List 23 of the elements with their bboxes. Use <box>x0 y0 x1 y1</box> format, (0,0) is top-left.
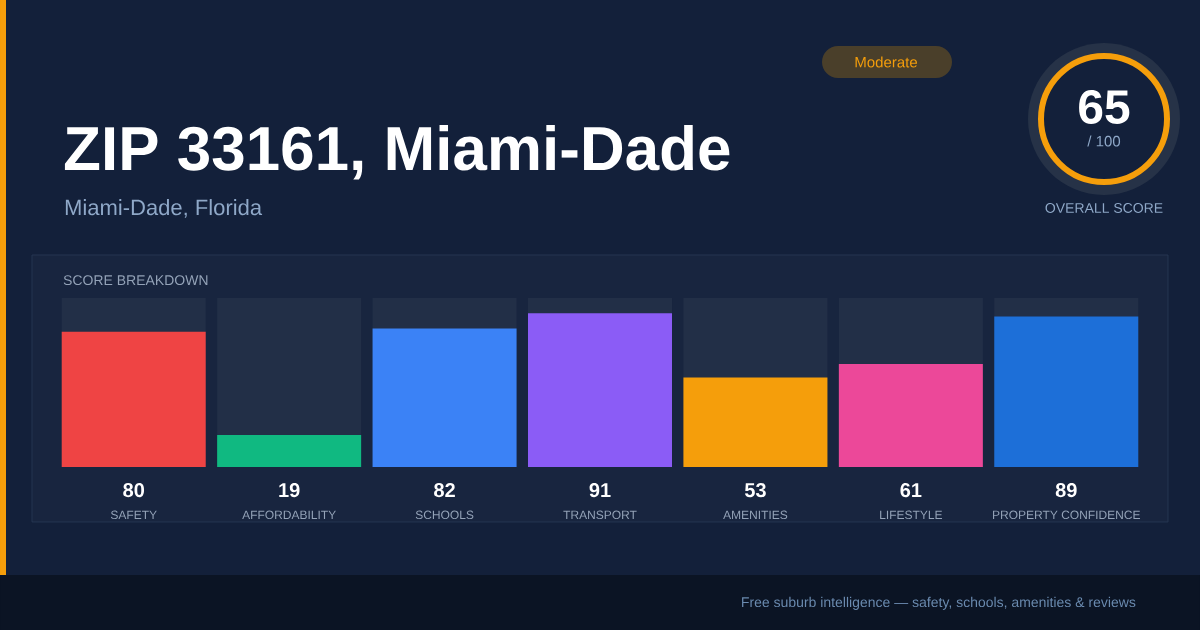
x-tick-label: AMENITIES <box>723 510 788 520</box>
data-label: 61 <box>900 483 922 498</box>
chart-title: ZIP 33161, Miami-Dade <box>64 125 730 180</box>
text: 65 <box>1079 90 1130 124</box>
text: / 100 <box>1087 135 1121 147</box>
data-label: 80 <box>123 483 145 498</box>
data-label: 91 <box>589 483 611 498</box>
text: Free suburb intelligence — safety, schools, amenities & reviews <box>742 596 1136 610</box>
x-tick-label: SCHOOLS <box>415 510 474 520</box>
chart-subtitle: Miami-Dade, Florida <box>65 199 263 218</box>
text: SCORE BREAKDOWN <box>63 275 208 286</box>
data-label: 89 <box>1055 483 1077 498</box>
bar <box>217 434 362 467</box>
text: OVERALL SCORE <box>1045 203 1163 213</box>
x-tick-label: AFFORDABILITY <box>242 510 336 520</box>
text: Moderate <box>855 56 918 68</box>
x-tick-label: PROPERTY CONFIDENCE <box>993 510 1140 520</box>
data-label: 82 <box>434 483 455 498</box>
data-label: 53 <box>744 483 766 498</box>
data-label: 19 <box>279 483 300 498</box>
x-tick-label: LIFESTYLE <box>880 510 943 520</box>
x-tick-label: TRANSPORT <box>563 510 637 520</box>
x-tick-label: SAFETY <box>110 510 157 520</box>
